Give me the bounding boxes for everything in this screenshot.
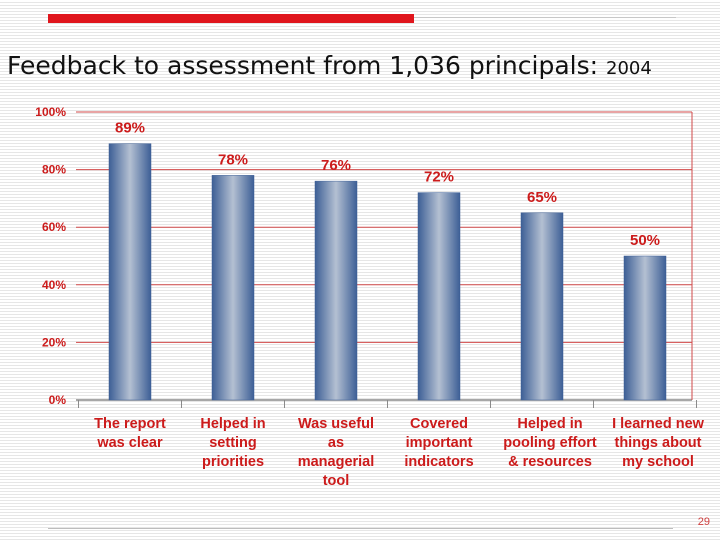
gridlines bbox=[76, 111, 697, 408]
category-label-line: indicators bbox=[404, 454, 473, 470]
category-label-line: The report bbox=[94, 416, 166, 432]
category-labels: The report was clear Helped in setting prior… bbox=[94, 416, 704, 489]
category-label-line: Was useful bbox=[298, 416, 374, 432]
category-label: Helped in setting priorities bbox=[200, 416, 265, 470]
footer-rule bbox=[48, 528, 673, 529]
category-label: The report was clear bbox=[94, 416, 166, 451]
category-label: Covered important indicators bbox=[404, 416, 473, 470]
data-label: 76% bbox=[321, 157, 351, 174]
category-label: Helped in pooling effort & resources bbox=[503, 416, 597, 470]
slide-title: Feedback to assessment from 1,036 princi… bbox=[7, 51, 652, 80]
category-label-line: my school bbox=[622, 454, 694, 470]
bar bbox=[314, 180, 358, 401]
slide-title-year: 2004 bbox=[606, 58, 652, 79]
data-label: 78% bbox=[218, 151, 248, 168]
category-label-line: pooling effort bbox=[503, 435, 597, 451]
y-tick-label: 80% bbox=[42, 163, 66, 177]
data-labels: 89% 78% 76% 72% 65% 50% bbox=[115, 120, 660, 249]
category-label-line: as bbox=[328, 435, 344, 451]
bar bbox=[623, 255, 667, 401]
data-label: 72% bbox=[424, 169, 454, 186]
bars bbox=[108, 143, 667, 401]
category-label-line: priorities bbox=[202, 454, 264, 470]
category-label-line: setting bbox=[209, 435, 257, 451]
bar bbox=[108, 143, 152, 401]
slide-title-text: Feedback to assessment from 1,036 princi… bbox=[7, 51, 599, 80]
category-label-line: Helped in bbox=[517, 416, 582, 432]
category-label-line: managerial bbox=[298, 454, 375, 470]
y-tick-label: 40% bbox=[42, 278, 66, 292]
category-label-line: things about bbox=[615, 435, 702, 451]
bar bbox=[417, 192, 461, 401]
y-tick-label: 60% bbox=[42, 220, 66, 234]
category-label-line: & resources bbox=[508, 454, 592, 470]
data-label: 50% bbox=[630, 232, 660, 249]
header-accent-bar bbox=[48, 14, 414, 23]
category-label-line: Helped in bbox=[200, 416, 265, 432]
category-label-line: was clear bbox=[96, 435, 163, 451]
category-label-line: Covered bbox=[410, 416, 468, 432]
header-rule bbox=[414, 17, 676, 18]
data-label: 89% bbox=[115, 120, 145, 137]
y-tick-label: 0% bbox=[49, 393, 67, 407]
category-label: I learned new things about my school bbox=[612, 416, 705, 470]
category-label-line: I learned new bbox=[612, 416, 705, 432]
slide-number: 29 bbox=[697, 516, 710, 528]
category-label-line: important bbox=[406, 435, 473, 451]
category-label-line: tool bbox=[323, 473, 350, 489]
bar bbox=[211, 175, 255, 401]
y-tick-label: 20% bbox=[42, 335, 66, 349]
y-tick-label: 100% bbox=[35, 105, 66, 119]
y-axis-ticks: 0% 20% 40% 60% 80% 100% bbox=[35, 105, 66, 407]
bar bbox=[520, 212, 564, 401]
data-label: 65% bbox=[527, 189, 557, 206]
category-label: Was useful as managerial tool bbox=[298, 416, 375, 489]
